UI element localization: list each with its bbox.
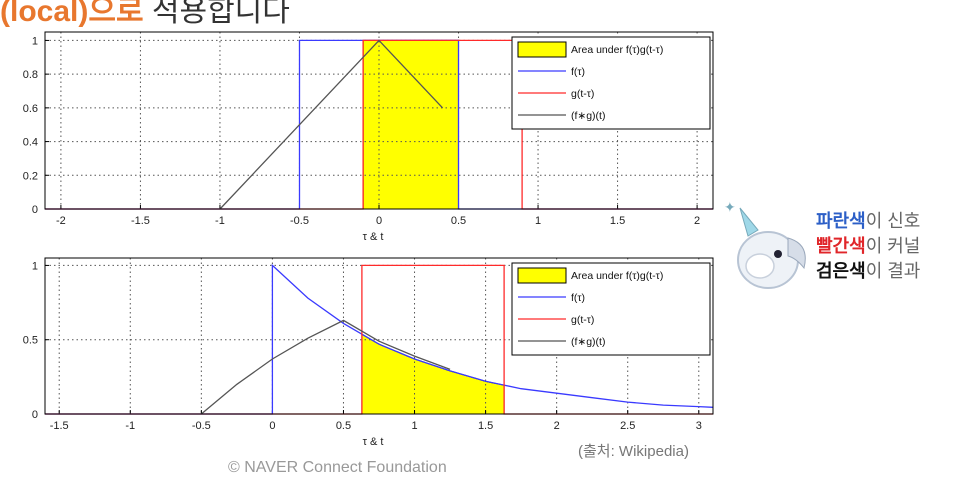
top-y-tick-label: 0.2: [23, 170, 38, 182]
bottom-x-tick-label: 1.5: [478, 420, 493, 432]
top-legend-label: g(t-τ): [571, 88, 594, 100]
top-x-axis-label: τ & t: [363, 231, 384, 243]
top-x-tick-label: 1.5: [610, 215, 625, 227]
heading: (local)으로 적용합니다: [0, 0, 290, 30]
top-plot-frame: [44, 31, 714, 210]
side-note-signal: 파란색이 신호: [816, 207, 920, 233]
side-note-kernel-word: 빨간색: [816, 236, 866, 256]
bottom-plot-frame: [44, 257, 714, 415]
side-note-kernel-rest: 이 커널: [865, 236, 921, 256]
top-y-tick-label: 0.8: [23, 69, 38, 81]
bottom-x-tick-label: -0.5: [192, 420, 211, 432]
top-chart-group: -2 -1.5 -1 -0.5 0 0.5 1 1.5 2 0 0.2 0.4 0.6 0.8 1 τ & t…: [23, 31, 714, 243]
bottom-series-line-2: [200, 319, 451, 415]
bottom-x-tick-label: 3: [696, 420, 702, 432]
top-legend-label: Area under f(τ)g(t-τ): [571, 44, 663, 56]
top-legend: Area under f(τ)g(t-τ) f(τ) g(t-τ) (f∗g)(t): [511, 36, 711, 130]
bottom-x-tick-label: 0.5: [336, 420, 351, 432]
side-note-result-rest: 이 결과: [865, 261, 921, 281]
bottom-legend-label: (f∗g)(t): [571, 336, 605, 348]
bottom-x-tick-label: -1.5: [50, 420, 69, 432]
side-note-result: 검은색이 결과: [816, 257, 920, 283]
bottom-y-tick-label: 1: [32, 260, 38, 272]
top-x-tick-label: 0: [376, 215, 382, 227]
top-legend-label: (f∗g)(t): [571, 110, 605, 122]
bottom-legend-label: Area under f(τ)g(t-τ): [571, 270, 663, 282]
top-y-tick-label: 0.4: [23, 137, 38, 149]
source-note: (출처: Wikipedia): [578, 443, 689, 460]
copyright: © NAVER Connect Foundation: [228, 459, 447, 476]
top-x-tick-label: -1: [215, 215, 225, 227]
bottom-y-tick-label: 0.5: [23, 335, 38, 347]
side-note-kernel: 빨간색이 커널: [816, 232, 920, 258]
bottom-chart-group: -1.5 -1 -0.5 0 0.5 1 1.5 2 2.5 3 0 0.5 1 τ & t Area un…: [23, 257, 714, 448]
heading-rest: 적용합니다: [143, 0, 290, 28]
side-note-signal-word: 파란색: [816, 211, 866, 231]
bottom-x-tick-label: 2.5: [620, 420, 635, 432]
bottom-y-tick-label: 0: [32, 409, 38, 421]
top-legend-swatch-area: [517, 41, 567, 58]
heading-highlight: (local)으로: [0, 0, 144, 28]
top-x-tick-label: -0.5: [290, 215, 309, 227]
bottom-legend-label: f(τ): [571, 292, 585, 304]
bottom-x-tick-label: -1: [125, 420, 135, 432]
bottom-x-axis-label: τ & t: [363, 436, 384, 448]
bottom-x-tick-label: 2: [554, 420, 560, 432]
unicorn-mascot-icon: ✦: [724, 199, 806, 289]
top-x-tick-label: -2: [56, 215, 66, 227]
bottom-legend: Area under f(τ)g(t-τ) f(τ) g(t-τ) (f∗g)(t): [511, 262, 711, 356]
top-series-line-2: [219, 39, 444, 210]
top-y-tick-label: 0.6: [23, 103, 38, 115]
top-x-tick-label: 2: [694, 215, 700, 227]
bottom-x-tick-label: 1: [411, 420, 417, 432]
svg-text:✦: ✦: [724, 199, 736, 215]
top-y-tick-label: 0: [32, 204, 38, 216]
top-area-fill: [362, 39, 460, 210]
bottom-x-tick-label: 0: [269, 420, 275, 432]
bottom-legend-label: g(t-τ): [571, 314, 594, 326]
top-x-tick-label: -1.5: [131, 215, 150, 227]
side-note-signal-rest: 이 신호: [865, 211, 921, 231]
top-x-tick-label: 1: [535, 215, 541, 227]
side-note-result-word: 검은색: [816, 261, 866, 281]
bottom-series-line-0: [45, 263, 714, 415]
bottom-legend-swatch-area: [517, 267, 567, 284]
top-legend-label: f(τ): [571, 66, 585, 78]
top-x-tick-label: 0.5: [451, 215, 466, 227]
top-y-tick-label: 1: [32, 35, 38, 47]
